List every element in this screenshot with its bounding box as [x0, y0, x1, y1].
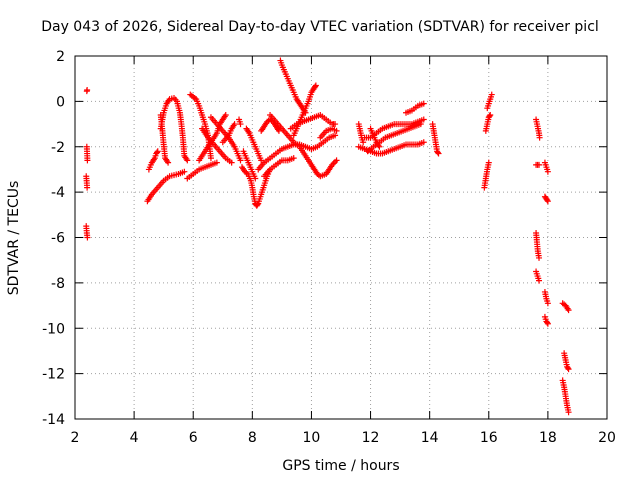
data-point — [237, 157, 244, 164]
data-point — [486, 113, 493, 120]
y-tick-label: -12 — [42, 367, 65, 383]
data-point — [231, 121, 238, 128]
data-point — [360, 139, 367, 146]
x-tick-label: 4 — [130, 430, 139, 446]
data-point — [417, 121, 424, 128]
data-point — [544, 197, 551, 204]
data-point — [237, 121, 244, 128]
data-point — [252, 175, 259, 182]
x-tick-label: 2 — [71, 430, 80, 446]
data-point — [254, 201, 261, 208]
y-tick-label: -4 — [51, 185, 65, 201]
data-point — [420, 139, 427, 146]
data-point — [222, 111, 229, 118]
data-point — [536, 134, 543, 141]
data-point — [434, 149, 441, 156]
data-point — [420, 116, 427, 123]
data-point — [332, 121, 339, 128]
x-tick-label: 20 — [598, 430, 616, 446]
y-tick-label: 0 — [56, 94, 65, 110]
data-point — [544, 300, 551, 307]
data-point — [154, 149, 161, 156]
y-tick-label: -2 — [51, 140, 65, 156]
data-point — [564, 364, 571, 371]
data-point — [435, 150, 442, 157]
data-point — [536, 254, 543, 261]
data-point — [565, 409, 572, 416]
y-tick-label: -14 — [42, 412, 65, 428]
data-point — [420, 100, 427, 107]
data-point — [228, 159, 235, 166]
data-point — [312, 82, 319, 89]
data-point — [565, 366, 572, 373]
x-tick-label: 18 — [539, 430, 557, 446]
x-tick-label: 16 — [480, 430, 498, 446]
y-tick-label: -10 — [42, 321, 65, 337]
data-point — [536, 161, 543, 168]
x-axis-label: GPS time / hours — [282, 458, 400, 474]
data-point — [536, 277, 543, 284]
data-point — [84, 87, 91, 94]
data-point — [213, 159, 220, 166]
plot-border — [74, 55, 608, 420]
data-point — [376, 143, 383, 150]
data-point — [332, 132, 339, 139]
data-point — [565, 307, 572, 314]
y-tick-label: -6 — [51, 231, 65, 247]
data-point — [84, 234, 91, 241]
y-axis-label: SDTVAR / TECUs — [6, 180, 22, 296]
x-tick-label: 12 — [362, 430, 380, 446]
data-point — [333, 157, 340, 164]
data-point — [154, 148, 161, 155]
x-tick-label: 6 — [189, 430, 198, 446]
data-point — [312, 83, 319, 90]
x-tick-label: 14 — [421, 430, 439, 446]
data-point — [544, 198, 551, 205]
y-tick-label: -8 — [51, 276, 65, 292]
data-point — [184, 157, 191, 164]
data-point — [485, 159, 492, 166]
data-point — [84, 184, 91, 191]
data-point — [488, 91, 495, 98]
data-point — [84, 157, 91, 164]
data-point — [290, 155, 297, 162]
data-point — [165, 159, 172, 166]
data-point — [544, 320, 551, 327]
grid-lines — [75, 56, 607, 419]
y-tick-label: 2 — [56, 49, 65, 65]
data-point — [333, 127, 340, 134]
x-tick-label: 8 — [248, 430, 257, 446]
data-points — [83, 57, 572, 416]
chart-title: Day 043 of 2026, Sidereal Day-to-day VTE… — [41, 19, 599, 35]
x-tick-label: 10 — [303, 430, 321, 446]
data-point — [487, 111, 494, 118]
data-point — [207, 155, 214, 162]
data-point — [181, 168, 188, 175]
data-point — [544, 319, 551, 326]
data-point — [544, 168, 551, 175]
